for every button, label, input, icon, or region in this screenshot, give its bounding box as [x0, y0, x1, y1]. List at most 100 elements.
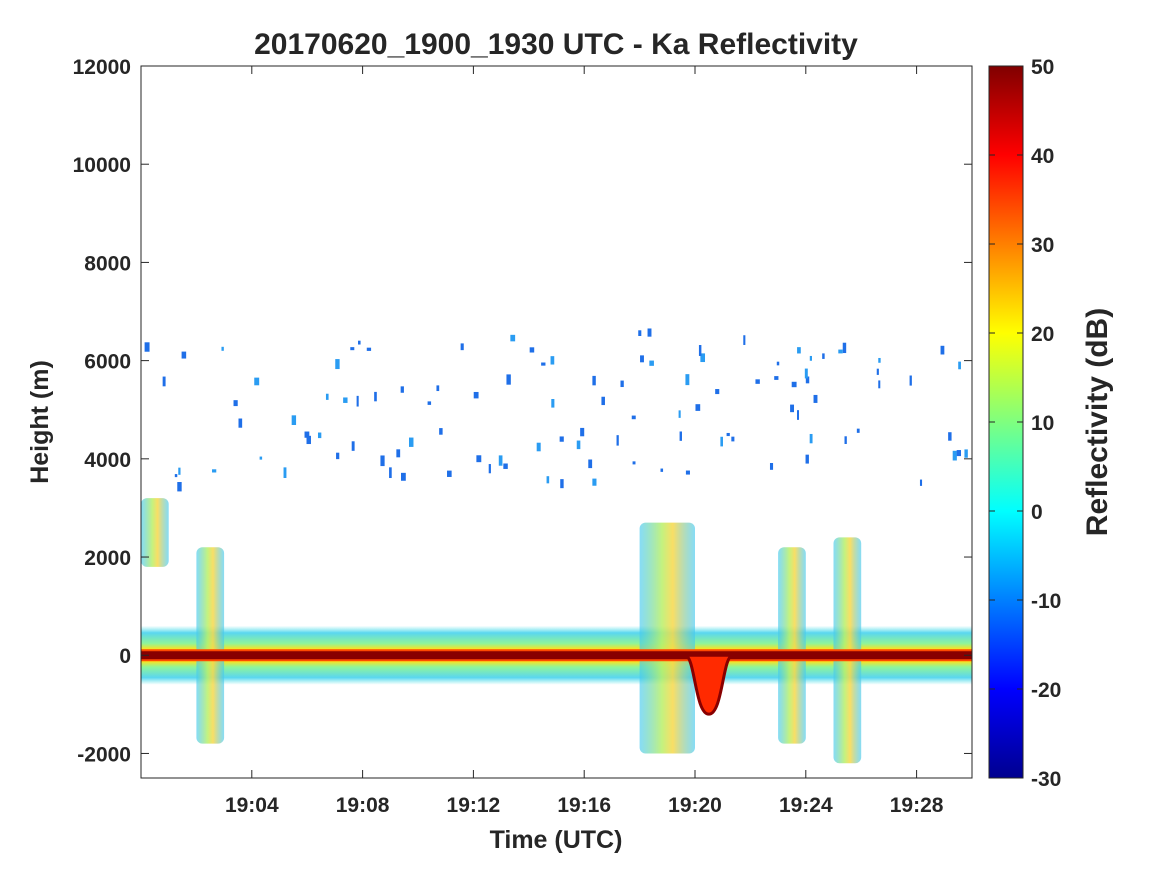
x-axis-label: Time (UTC)	[490, 826, 623, 854]
noise-speckle	[919, 479, 923, 486]
chart-title: 20170620_1900_1930 UTC - Ka Reflectivity	[254, 28, 858, 61]
noise-speckle	[541, 362, 546, 366]
x-tick-label: 19:04	[225, 794, 279, 817]
noise-speckle	[940, 345, 945, 355]
y-tick-label: 8000	[84, 252, 131, 275]
noise-speckle	[580, 427, 585, 437]
noise-speckle	[660, 468, 664, 472]
y-tick-label: 12000	[73, 56, 131, 79]
y-axis-label: Height (m)	[26, 360, 54, 484]
colorbar-tick-label: 20	[1031, 323, 1054, 346]
noise-speckle	[878, 357, 881, 363]
noise-speckle	[351, 441, 355, 451]
noise-speckle	[436, 385, 440, 392]
noise-speckle	[233, 400, 238, 407]
noise-speckle	[551, 399, 555, 408]
noise-speckle	[805, 376, 810, 384]
noise-speckle	[408, 437, 414, 447]
y-axis: -2000 0 2000 4000 6000 8000 10000 12000	[73, 56, 972, 766]
noise-speckle	[396, 449, 401, 458]
noise-speckle	[685, 374, 690, 386]
echo-column	[639, 522, 695, 754]
noise-speckle	[389, 467, 392, 479]
noise-speckle	[588, 459, 593, 469]
plot-frame	[140, 65, 973, 779]
noise-speckle	[809, 433, 813, 444]
noise-speckle	[506, 374, 511, 385]
noise-speckle	[356, 395, 359, 407]
x-tick-label: 19:16	[557, 794, 611, 817]
noise-speckle	[842, 342, 847, 354]
noise-speckle	[720, 436, 723, 447]
noise-speckle	[374, 391, 377, 402]
noise-speckle	[631, 415, 636, 420]
noise-speckle	[336, 452, 340, 460]
y-tick-label: -2000	[77, 743, 131, 766]
noise-speckle	[813, 394, 818, 403]
noise-speckle	[790, 404, 795, 413]
noise-speckle	[366, 347, 372, 351]
noise-speckle	[805, 454, 809, 464]
colorbar-tick-label: 0	[1031, 501, 1043, 524]
y-tick-label: 0	[119, 645, 131, 668]
noise-speckle	[791, 381, 797, 388]
echo-patch	[196, 547, 225, 744]
noise-speckle	[769, 462, 774, 470]
noise-speckle	[797, 347, 801, 354]
colorbar-ticks: -30 -20 -10 0 10 20 30 40 50	[989, 56, 1061, 791]
noise-speckle	[876, 368, 879, 375]
noise-speckle	[856, 428, 860, 433]
echo-layer	[141, 328, 972, 764]
noise-speckle	[715, 389, 720, 395]
noise-speckle	[804, 368, 808, 379]
noise-speckle	[174, 474, 178, 478]
colorbar-tick-label: 10	[1031, 412, 1054, 435]
noise-speckle	[536, 442, 541, 452]
x-axis: 19:04 19:08 19:12 19:16 19:20 19:24 19:28	[225, 66, 944, 817]
noise-speckle	[221, 346, 224, 351]
noise-speckle	[476, 455, 482, 463]
noise-speckle	[822, 353, 825, 359]
noise-speckle	[909, 375, 912, 386]
noise-speckle	[254, 377, 260, 386]
noise-speckle	[178, 467, 181, 475]
noise-speckle	[640, 355, 644, 363]
noise-speckle	[601, 396, 605, 406]
noise-speckle	[460, 343, 464, 351]
y-tick-label: 10000	[73, 154, 131, 177]
noise-speckle	[560, 479, 564, 489]
noise-speckle	[592, 478, 597, 486]
noise-speckle	[529, 347, 535, 353]
noise-speckle	[177, 482, 182, 492]
noise-speckle	[649, 360, 654, 366]
y-tick-label: 6000	[84, 351, 131, 374]
y-tick-label: 2000	[84, 547, 131, 570]
noise-speckle	[952, 450, 957, 461]
x-tick-label: 19:20	[668, 794, 722, 817]
noise-speckle	[498, 455, 503, 466]
noise-speckle	[550, 356, 555, 365]
noise-speckle	[964, 449, 968, 458]
colorbar-label: Reflectivity (dB)	[1081, 308, 1114, 536]
noise-speckle	[400, 386, 404, 393]
x-tick-label: 19:08	[336, 794, 390, 817]
noise-speckle	[306, 435, 311, 445]
noise-speckle	[559, 436, 564, 442]
y-tick-label: 4000	[84, 449, 131, 472]
noise-speckle	[325, 393, 329, 400]
noise-speckle	[700, 353, 706, 363]
noise-speckle	[685, 470, 690, 475]
noise-speckle	[647, 328, 652, 337]
echo-patch	[141, 498, 169, 567]
noise-speckle	[838, 349, 843, 354]
noise-speckle	[679, 431, 682, 441]
noise-speckle	[809, 355, 812, 361]
noise-speckle	[447, 470, 452, 477]
surface-return-band	[141, 651, 972, 660]
x-tick-label: 19:12	[447, 794, 501, 817]
noise-speckle	[620, 380, 624, 388]
noise-speckle	[844, 436, 847, 444]
colorbar-tick-label: 40	[1031, 145, 1054, 168]
noise-speckle	[488, 464, 491, 474]
